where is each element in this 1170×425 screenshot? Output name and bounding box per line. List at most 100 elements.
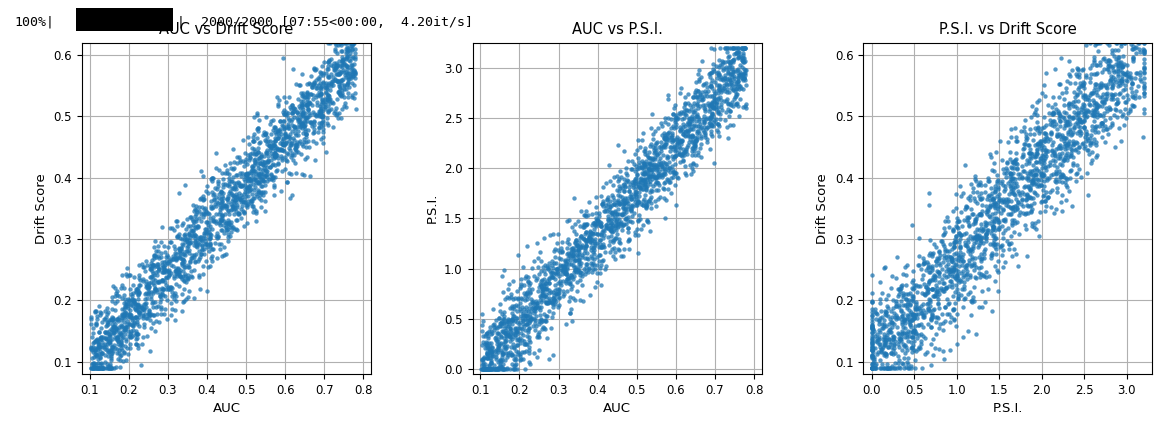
Point [312, 99, 331, 106]
Point [264, 181, 283, 188]
Point [274, 136, 292, 142]
Point [895, 325, 914, 332]
Point [343, 61, 362, 68]
Point [129, 307, 147, 314]
Point [328, 78, 346, 85]
Point [146, 238, 165, 245]
Point [473, 322, 491, 329]
Point [156, 306, 174, 313]
Point [1057, 117, 1075, 124]
Point [335, 102, 353, 109]
Point [181, 227, 200, 234]
Point [986, 200, 1005, 207]
Point [537, 280, 556, 286]
Point [521, 315, 539, 322]
Point [583, 211, 601, 218]
Point [1068, 115, 1087, 122]
Point [982, 185, 1000, 192]
Point [556, 268, 574, 275]
Point [618, 177, 636, 184]
Point [620, 188, 639, 195]
Point [571, 235, 590, 242]
Point [514, 309, 532, 316]
Point [1087, 139, 1106, 145]
Point [621, 207, 640, 213]
Point [577, 238, 596, 245]
Point [116, 303, 135, 309]
Point [702, 101, 721, 108]
Point [1017, 161, 1035, 167]
Point [503, 315, 522, 322]
Point [1030, 167, 1048, 174]
Point [321, 95, 339, 102]
Point [179, 247, 198, 254]
Point [532, 317, 551, 323]
Point [252, 190, 270, 197]
Point [102, 350, 121, 357]
Point [927, 318, 945, 325]
Point [893, 347, 911, 354]
Point [236, 171, 255, 178]
Point [330, 39, 349, 46]
Point [894, 302, 913, 309]
Point [1107, 100, 1126, 107]
Point [488, 347, 507, 354]
Point [973, 240, 992, 247]
Point [945, 265, 964, 272]
Point [1067, 170, 1086, 176]
Point [970, 193, 989, 199]
Point [121, 306, 139, 313]
Point [252, 153, 270, 160]
Point [655, 141, 674, 147]
Point [314, 99, 332, 106]
Point [1102, 85, 1121, 91]
Point [282, 142, 301, 149]
Point [530, 334, 549, 340]
Point [638, 217, 656, 224]
Point [996, 218, 1014, 224]
Point [1016, 222, 1034, 229]
Point [290, 116, 309, 122]
Point [1010, 211, 1028, 218]
Point [937, 273, 956, 280]
Point [484, 323, 503, 330]
Point [553, 293, 572, 300]
Point [476, 340, 495, 347]
Point [667, 112, 686, 119]
Point [665, 153, 683, 160]
Point [157, 258, 176, 264]
Point [611, 220, 629, 227]
Point [145, 264, 164, 271]
Point [212, 217, 230, 224]
Point [629, 159, 648, 166]
Point [1110, 60, 1129, 67]
Point [1089, 102, 1108, 109]
Point [880, 336, 899, 343]
Point [710, 44, 729, 51]
Point [639, 160, 658, 167]
Point [266, 192, 284, 198]
Point [963, 299, 982, 306]
Point [332, 76, 351, 83]
Point [612, 252, 631, 259]
Point [944, 316, 963, 323]
Point [633, 185, 652, 192]
X-axis label: AUC: AUC [213, 402, 241, 415]
Point [1055, 153, 1074, 160]
Point [634, 198, 653, 205]
Point [655, 135, 674, 142]
Point [534, 264, 552, 271]
Point [952, 278, 971, 284]
Point [1108, 83, 1127, 90]
Point [505, 331, 524, 338]
Point [96, 358, 115, 365]
Point [195, 232, 214, 238]
Point [958, 195, 977, 202]
Point [635, 162, 654, 169]
Point [1059, 187, 1078, 194]
Point [494, 350, 512, 357]
Point [535, 267, 553, 274]
Point [908, 334, 927, 341]
Point [731, 44, 750, 51]
Point [731, 85, 750, 91]
